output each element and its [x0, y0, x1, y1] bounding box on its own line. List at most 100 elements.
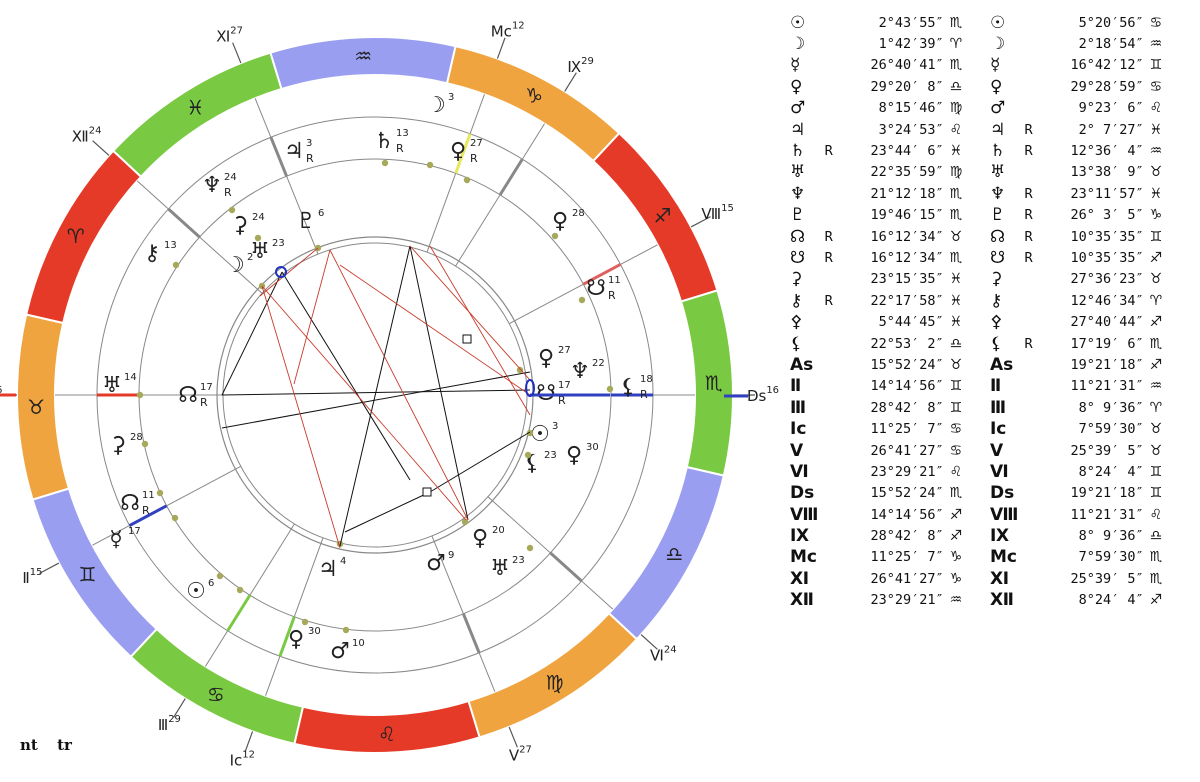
position-value: 11°21′31″ [1070, 506, 1144, 523]
row-symbol: ☊ [989, 226, 1006, 247]
row-symbol: Ⅺ [989, 568, 1010, 589]
row-symbol: ☊ [790, 226, 806, 247]
planet-glyph: ♂ [426, 551, 446, 576]
cusp-highlight [269, 136, 288, 177]
retro-flag [1020, 590, 1037, 611]
position-dot [381, 159, 389, 167]
row-symbol: As [790, 354, 814, 375]
row-symbol: Ic [989, 419, 1007, 440]
sign-glyph: ♒ [1149, 378, 1163, 395]
planet-degree: 17 [200, 382, 213, 393]
cusp-tick [92, 140, 110, 156]
cusp-highlight [167, 207, 201, 239]
planet-glyph: ♀ [552, 209, 568, 234]
planet-glyph: ♀ [472, 526, 488, 551]
planet-degree: 13 [396, 128, 409, 139]
cusp-tick [173, 698, 186, 718]
position-value: 27°40′44″ [1070, 314, 1144, 331]
sign-glyph: ♌ [949, 121, 963, 138]
retro-flag: R [1024, 207, 1033, 224]
planet-degree: 11 [608, 275, 621, 286]
table-row: Ⅴ 26°41′27″ ♋ Ⅴ 25°39′ 5″ ♉ [790, 440, 1190, 461]
position-value: 13°38′ 9″ [1070, 164, 1144, 181]
row-symbol: ♆ [989, 183, 1006, 204]
position-value: 12°36′ 4″ [1070, 143, 1144, 160]
planet-glyph: ♀ [566, 443, 582, 468]
position-value: 23°44′ 6″ [870, 143, 944, 160]
position-dot [301, 618, 309, 626]
planet-degree: 13 [164, 240, 177, 251]
row-symbol: ♅ [989, 162, 1006, 183]
planet-retro: R [142, 504, 150, 517]
row-symbol: Ⅺ [790, 568, 810, 589]
cusp-label: Ⅱ15 [22, 567, 42, 587]
row-symbol: Ⅻ [790, 590, 814, 611]
planet-degree: 18 [640, 374, 653, 385]
row-symbol: ⚸ [989, 333, 1003, 354]
retro-flag [820, 354, 837, 375]
retro-flag: R [824, 143, 833, 160]
row-symbol: ⚴ [790, 312, 803, 333]
sign-glyph: ♌ [378, 722, 396, 746]
retro-flag: R [824, 292, 833, 309]
position-dot [156, 489, 164, 497]
table-row: Ⅻ 23°29′21″ ♒ Ⅻ 8°24′ 4″ ♐ [790, 590, 1190, 611]
aspect-line [339, 264, 531, 396]
retro-flag [820, 376, 837, 397]
position-value: 8°24′ 4″ [1078, 463, 1144, 480]
sign-glyph: ♉ [1149, 442, 1163, 459]
sign-glyph: ♒ [354, 44, 372, 68]
cusp-highlight [454, 133, 472, 174]
row-symbol: ☿ [989, 55, 1001, 76]
planet-glyph: ☉ [530, 422, 550, 447]
retro-flag [820, 504, 837, 525]
aspect-line [293, 249, 331, 385]
footer-labels: nt tr [20, 736, 86, 754]
position-value: 26°41′27″ [870, 442, 944, 459]
row-symbol: ⚴ [989, 312, 1003, 333]
sign-glyph: ♏ [949, 207, 963, 224]
table-row: Mc 11°25′ 7″ ♑ Mc 7°59′30″ ♏ [790, 547, 1190, 568]
retro-flag [1020, 440, 1037, 461]
aspect-line [409, 245, 469, 521]
planet-glyph: ♀ [288, 627, 304, 652]
planet-degree: 23 [544, 450, 557, 461]
table-row: ♃ 3°24′53″ ♌ ♃ R 2° 7′27″ ♓ [790, 119, 1190, 140]
sign-glyph: ♑ [1149, 207, 1163, 224]
sign-glyph: ♒ [1149, 36, 1163, 53]
sign-glyph: ♐ [949, 528, 963, 545]
sign-glyph: ♓ [186, 96, 204, 120]
sign-glyph: ♏ [949, 185, 963, 202]
sign-glyph: ♌ [949, 463, 963, 480]
planet-glyph: ♅ [102, 373, 122, 398]
row-symbol: ⚷ [790, 290, 803, 311]
retro-flag [820, 568, 837, 589]
position-value: 11°25′ 7″ [870, 549, 944, 566]
position-value: 19°21′18″ [1070, 356, 1144, 373]
position-value: 21°12′18″ [870, 185, 944, 202]
position-dot [524, 451, 532, 459]
row-symbol: ☽ [989, 34, 1006, 55]
cusp-tick [640, 634, 658, 650]
sign-glyph: ♏ [949, 485, 963, 502]
planet-degree: 10 [352, 638, 365, 649]
row-symbol: ♀ [790, 76, 803, 97]
row-symbol: ♃ [989, 119, 1006, 140]
sign-glyph: ♋ [1149, 78, 1163, 95]
position-value: 29°28′59″ [1070, 78, 1144, 95]
sign-glyph: ♈ [949, 36, 963, 53]
table-row: ⚳ 23°15′35″ ♓ ⚳ 27°36′23″ ♉ [790, 269, 1190, 290]
retro-flag [1020, 568, 1037, 589]
row-symbol: ♇ [790, 205, 806, 226]
retro-flag [820, 33, 837, 54]
position-dot [236, 586, 244, 594]
position-dot [551, 232, 559, 240]
position-value: 26°40′41″ [870, 57, 944, 74]
planet-retro: R [470, 152, 478, 165]
retro-flag [820, 590, 837, 611]
retro-flag [820, 269, 837, 290]
table-row: As 15°52′24″ ♉ As 19°21′18″ ♐ [790, 354, 1190, 375]
sign-glyph: ♍ [949, 164, 963, 181]
cusp-tick [244, 731, 254, 753]
sign-glyph: ♉ [949, 228, 963, 245]
